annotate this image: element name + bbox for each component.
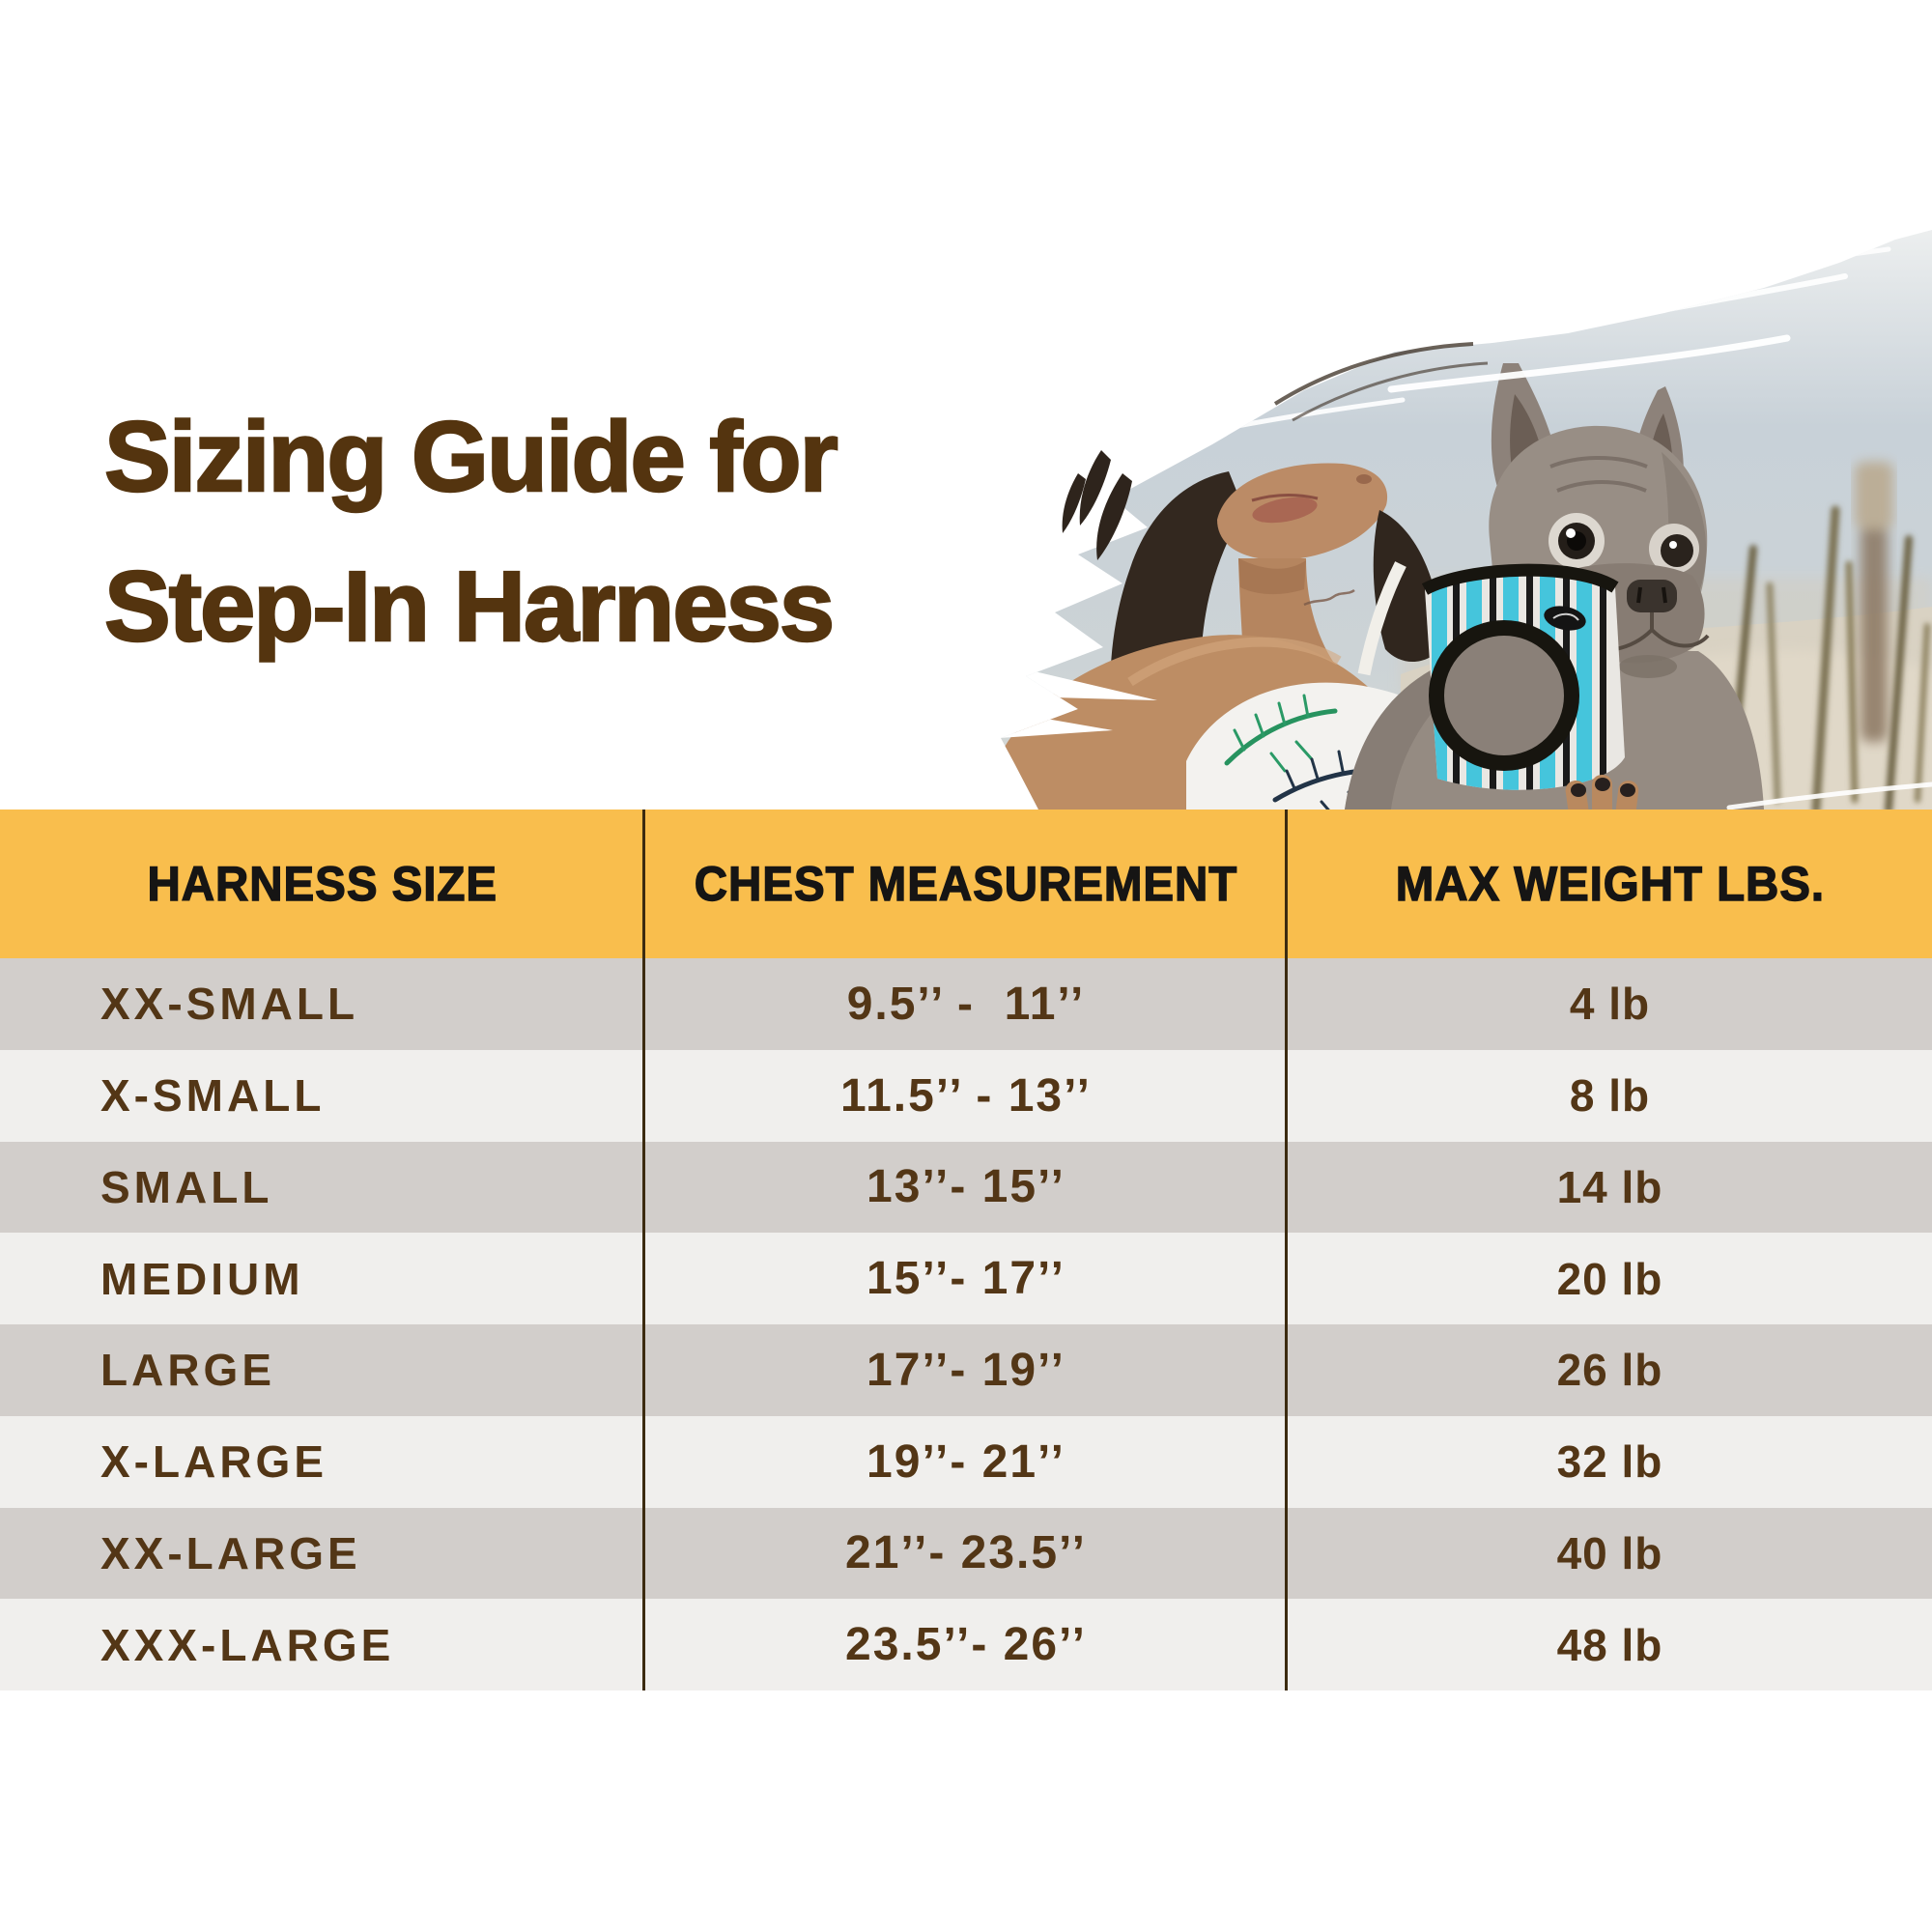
weight-cell: 32 lb [1556,1436,1663,1488]
table-row: X-SMALL 11.5’’ - 13’’ 8 lb [0,1049,1932,1142]
size-cell: MEDIUM [100,1253,304,1304]
hand-holding-dog [1565,775,1639,810]
dog-nose [1627,580,1677,612]
weight-cell: 40 lb [1556,1527,1663,1578]
page-title: Sizing Guide for Step-In Harness [103,383,839,681]
chest-cell: 11.5’’ - 13’’ [840,1069,1092,1122]
column-header-chest-measurement: CHEST MEASUREMENT [694,856,1238,911]
table-header-row: HARNESS SIZE CHEST MEASUREMENT MAX WEIGH… [0,810,1932,958]
woman-with-french-bulldog-photo [985,220,1932,810]
chest-cell: 21’’- 23.5’’ [845,1527,1087,1579]
beach-photo-illustration [1001,230,1932,810]
table-row: LARGE 17’’- 19’’ 26 lb [0,1324,1932,1416]
size-cell: LARGE [100,1345,275,1396]
blurred-sign-pole [1855,462,1893,742]
harness-armhole [1436,628,1572,763]
size-cell: SMALL [100,1161,273,1212]
striped-harness [1421,563,1625,790]
size-cell: XX-SMALL [100,979,359,1030]
harness-brand-label [1544,606,1586,631]
dog-eyes [1548,513,1699,574]
chest-cell: 19’’- 21’’ [867,1435,1065,1488]
weight-cell: 8 lb [1569,1070,1651,1122]
weight-cell: 4 lb [1569,979,1651,1030]
table-row: XX-SMALL 9.5’’ - 11’’ 4 lb [0,958,1932,1050]
hair-right [1373,510,1443,663]
weight-cell: 48 lb [1556,1619,1663,1670]
bikini-strap [1357,561,1406,676]
woman-figure [1005,463,1447,810]
chest-cell: 17’’- 19’’ [867,1344,1065,1396]
size-cell: XXX-LARGE [100,1619,395,1670]
weight-cell: 20 lb [1556,1253,1663,1304]
table-row: SMALL 13’’- 15’’ 14 lb [0,1141,1932,1234]
chest-cell: 15’’- 17’’ [867,1253,1065,1305]
table-row: MEDIUM 15’’- 17’’ 20 lb [0,1233,1932,1324]
page-title-line2: Step-In Harness [103,549,837,662]
size-cell: X-SMALL [100,1070,326,1122]
column-header-max-weight: MAX WEIGHT LBS. [1395,856,1825,911]
chest-cell: 9.5’’ - 11’’ [846,978,1086,1030]
size-cell: XX-LARGE [100,1527,361,1578]
weight-cell: 14 lb [1556,1161,1663,1212]
chest-cell: 23.5’’- 26’’ [845,1619,1087,1671]
sizing-table: XX-SMALL 9.5’’ - 11’’ 4 lb X-SMALL 11.5’… [0,958,1932,1690]
tattoo-script [1303,588,1355,607]
weight-cell: 26 lb [1556,1345,1663,1396]
column-divider-1 [642,810,645,1690]
table-row: X-LARGE 19’’- 21’’ 32 lb [0,1415,1932,1508]
page-title-line1: Sizing Guide for [103,400,839,513]
column-header-harness-size: HARNESS SIZE [147,856,497,911]
chest-cell: 13’’- 15’’ [867,1161,1065,1213]
table-row: XX-LARGE 21’’- 23.5’’ 40 lb [0,1507,1932,1600]
french-bulldog-figure [1345,363,1764,810]
table-row: XXX-LARGE 23.5’’- 26’’ 48 lb [0,1599,1932,1690]
hair-wisps [1062,342,1489,560]
size-cell: X-LARGE [100,1436,327,1488]
column-divider-2 [1285,810,1288,1690]
lips [1252,497,1318,524]
